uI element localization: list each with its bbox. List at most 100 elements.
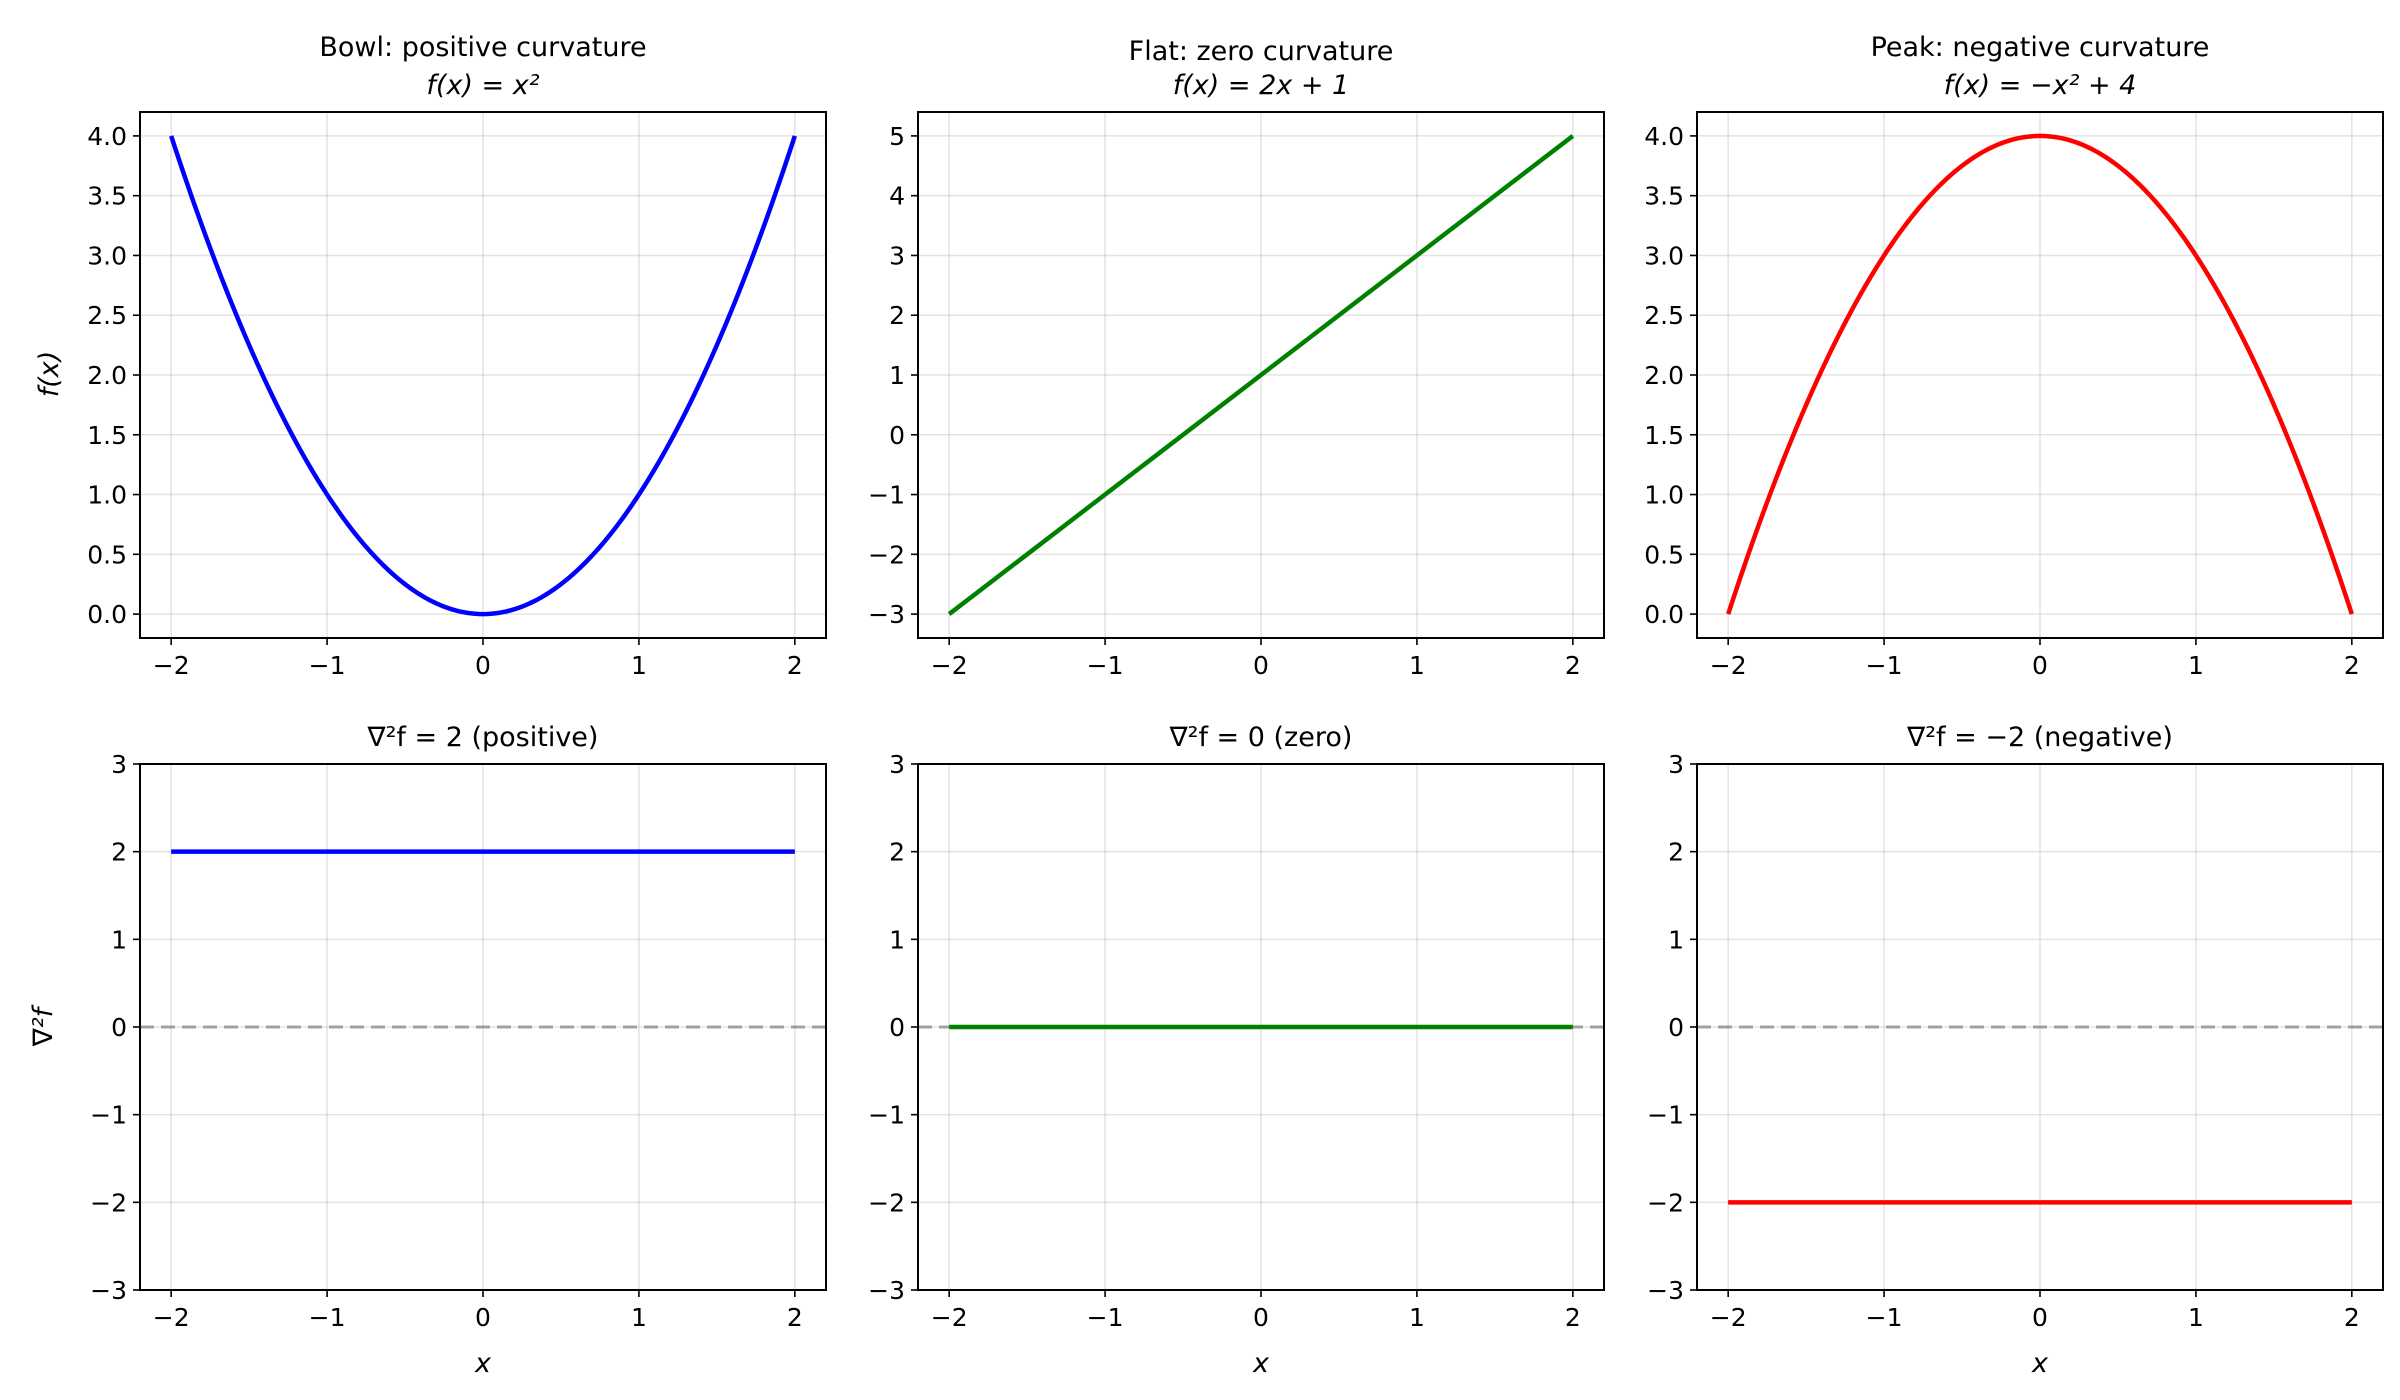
series: [947, 134, 1575, 616]
panel-flat: Flat: zero curvature f(x) = 2x + 1 −2 −1 0…: [868, 36, 1605, 680]
y-tick-label: 3.0: [87, 241, 127, 270]
axis-ticks: −2 −1 0 1 2 −3 −2 −1 0 1 2 3: [1647, 750, 2360, 1332]
x-tick-label: 1: [631, 651, 647, 680]
panel-title: ∇²f = 0 (zero): [1169, 722, 1353, 753]
x-axis-label: x: [1252, 1348, 1270, 1379]
panel-formula: f(x) = 2x + 1: [1173, 70, 1349, 101]
axis-ticks: −2 −1 0 1 2 −3 −2 −1 0 1 2 3: [868, 750, 1581, 1332]
axis-ticks: −2 −1 0 1 2 0.0 0.5 1.0 1.5 2.0 2.5 3.0 3.5 4.0: [87, 122, 803, 680]
panel-title: Bowl: positive curvature: [319, 32, 646, 63]
y-tick-label: −3: [868, 1276, 905, 1305]
x-tick-label: 2: [2344, 651, 2360, 680]
y-tick-label: 1: [111, 925, 127, 954]
x-tick-label: 0: [2032, 1303, 2048, 1332]
y-tick-label: 0.0: [87, 600, 127, 629]
y-tick-label: 4.0: [1644, 122, 1684, 151]
y-tick-label: −1: [1647, 1101, 1684, 1130]
y-tick-label: −2: [868, 540, 905, 569]
x-tick-label: −2: [153, 1303, 190, 1332]
y-tick-label: −2: [90, 1188, 127, 1217]
y-tick-label: 4: [889, 182, 905, 211]
y-tick-label: 2.5: [87, 301, 127, 330]
y-tick-label: −3: [1647, 1276, 1684, 1305]
y-tick-label: 3.0: [1644, 241, 1684, 270]
x-tick-label: 1: [1409, 1303, 1425, 1332]
y-tick-label: 5: [889, 122, 905, 151]
x-tick-label: 0: [475, 1303, 491, 1332]
x-tick-label: −1: [1866, 651, 1903, 680]
y-tick-label: 0.0: [1644, 600, 1684, 629]
y-tick-label: −2: [1647, 1188, 1684, 1217]
x-tick-label: 1: [2188, 651, 2204, 680]
y-tick-label: 2: [889, 838, 905, 867]
axis-ticks: −2 −1 0 1 2 0.0 0.5 1.0 1.5 2.0 2.5 3.0 3.5 4.0: [1644, 122, 2360, 680]
series-line: [1726, 133, 2354, 615]
x-tick-label: −2: [1710, 651, 1747, 680]
panel-peak: Peak: negative curvature f(x) = −x² + 4 …: [1644, 32, 2384, 680]
y-tick-label: 3: [889, 750, 905, 779]
y-tick-label: 3: [1668, 750, 1684, 779]
x-axis-label: x: [474, 1348, 492, 1379]
y-tick-label: 0: [111, 1013, 127, 1042]
x-tick-label: 1: [1409, 651, 1425, 680]
panel-bowl: Bowl: positive curvature f(x) = x² f(x) …: [34, 32, 827, 680]
y-tick-label: 2: [111, 838, 127, 867]
y-tick-label: −3: [90, 1276, 127, 1305]
axis-ticks: −2 −1 0 1 2 −3 −2 −1 0 1 2 3 4 5: [868, 122, 1581, 680]
y-tick-label: −1: [868, 481, 905, 510]
panel-formula: f(x) = x²: [426, 70, 539, 101]
x-tick-label: 1: [2188, 1303, 2204, 1332]
y-tick-label: 1.5: [87, 421, 127, 450]
panel-title: ∇²f = −2 (negative): [1906, 722, 2173, 753]
x-tick-label: −1: [1866, 1303, 1903, 1332]
y-tick-label: 1: [889, 361, 905, 390]
y-tick-label: 2.0: [87, 361, 127, 390]
y-tick-label: 3: [111, 750, 127, 779]
x-tick-label: −2: [931, 1303, 968, 1332]
axis-ticks: −2 −1 0 1 2 −3 −2 −1 0 1 2 3: [90, 750, 803, 1332]
x-tick-label: −2: [931, 651, 968, 680]
axes-frame: [917, 763, 1605, 1291]
series-line: [947, 134, 1575, 616]
panel-laplacian-positive: ∇²f = 2 (positive) ∇²f x −2 −1 0 1 2 −3 −2 −1 0 1…: [28, 722, 827, 1379]
y-tick-label: 0: [889, 1013, 905, 1042]
x-tick-label: 0: [1253, 1303, 1269, 1332]
x-tick-label: 0: [1253, 651, 1269, 680]
x-axis-label: x: [2031, 1348, 2049, 1379]
y-tick-label: 3.5: [87, 182, 127, 211]
x-tick-label: −1: [1087, 1303, 1124, 1332]
x-tick-label: −2: [1710, 1303, 1747, 1332]
panel-title: ∇²f = 2 (positive): [367, 722, 599, 753]
series: [1726, 133, 2354, 615]
x-tick-label: 2: [2344, 1303, 2360, 1332]
x-tick-label: −1: [309, 1303, 346, 1332]
x-tick-label: −2: [153, 651, 190, 680]
axes-frame: [917, 111, 1605, 639]
x-tick-label: −1: [1087, 651, 1124, 680]
y-tick-label: −3: [868, 600, 905, 629]
x-tick-label: 2: [787, 1303, 803, 1332]
gridlines: [1697, 112, 2383, 638]
x-tick-label: 2: [1565, 1303, 1581, 1332]
x-tick-label: 1: [631, 1303, 647, 1332]
axes-frame: [139, 763, 827, 1291]
y-tick-label: 1.0: [87, 481, 127, 510]
y-tick-label: 0: [1668, 1013, 1684, 1042]
y-tick-label: 2: [889, 301, 905, 330]
series-line: [169, 135, 797, 617]
axes-frame: [1696, 111, 2384, 639]
y-tick-label: 3.5: [1644, 182, 1684, 211]
x-tick-label: 0: [2032, 651, 2048, 680]
y-tick-label: 2.5: [1644, 301, 1684, 330]
y-axis-label: f(x): [34, 351, 65, 398]
y-tick-label: 2: [1668, 838, 1684, 867]
y-tick-label: 1.5: [1644, 421, 1684, 450]
y-tick-label: 4.0: [87, 122, 127, 151]
x-tick-label: 2: [1565, 651, 1581, 680]
y-tick-label: 0.5: [1644, 540, 1684, 569]
y-tick-label: 0: [889, 421, 905, 450]
y-tick-label: −2: [868, 1188, 905, 1217]
panel-title: Flat: zero curvature: [1129, 36, 1394, 67]
